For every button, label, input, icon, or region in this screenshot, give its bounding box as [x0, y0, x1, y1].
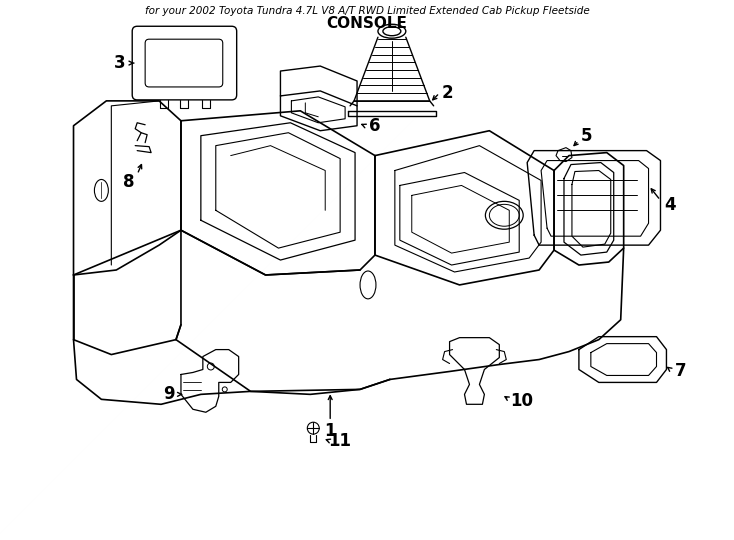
- Text: 9: 9: [163, 386, 175, 403]
- Text: 10: 10: [509, 393, 533, 410]
- Text: 3: 3: [114, 54, 125, 72]
- Text: 2: 2: [442, 84, 454, 102]
- Text: 8: 8: [123, 173, 135, 192]
- Text: 7: 7: [675, 362, 686, 381]
- Text: CONSOLE: CONSOLE: [327, 16, 407, 31]
- Text: 11: 11: [329, 432, 352, 450]
- Text: 4: 4: [664, 197, 676, 214]
- Text: 6: 6: [369, 117, 381, 135]
- Text: 5: 5: [581, 127, 592, 145]
- Text: for your 2002 Toyota Tundra 4.7L V8 A/T RWD Limited Extended Cab Pickup Fleetsid: for your 2002 Toyota Tundra 4.7L V8 A/T …: [145, 6, 589, 16]
- Text: 1: 1: [324, 422, 336, 440]
